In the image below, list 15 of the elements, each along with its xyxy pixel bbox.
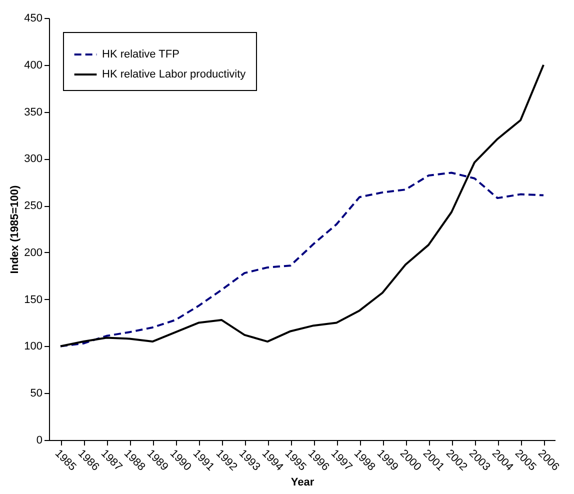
legend-label: HK relative TFP: [102, 48, 180, 60]
y-tick-label: 400: [24, 59, 42, 72]
y-tick-label: 100: [24, 340, 42, 353]
y-tick-label: 0: [36, 434, 42, 446]
line-series: [60, 64, 544, 348]
x-axis-title: Year: [290, 476, 315, 489]
y-tick-label: 350: [24, 106, 42, 118]
legend-label: HK relative Labor productivity: [102, 68, 246, 80]
y-tick-label: 150: [24, 294, 42, 306]
y-tick-label: 200: [24, 246, 42, 259]
y-axis-title: Index (1985=100): [9, 184, 22, 274]
y-tick-label: 250: [24, 200, 42, 212]
y-tick-label: 300: [24, 153, 42, 166]
y-tick-label: 50: [30, 388, 42, 400]
y-tick-label: 450: [24, 12, 42, 24]
